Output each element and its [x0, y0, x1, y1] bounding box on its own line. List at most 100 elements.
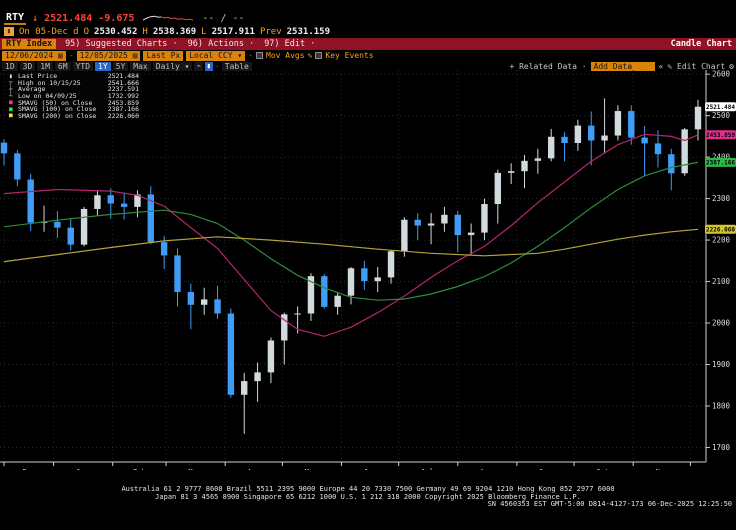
svg-text:Dec: Dec — [22, 468, 35, 470]
session-prefix: On 05-Dec d — [19, 26, 79, 37]
add-data-input[interactable]: Add Data — [590, 61, 655, 71]
svg-text:2200: 2200 — [712, 236, 731, 245]
key-events-label[interactable]: Key Events — [325, 51, 374, 60]
price-change: -9.675 — [98, 13, 135, 24]
related-data-button[interactable]: + Related Data · — [509, 61, 587, 71]
periodbar-separator: · — [214, 61, 220, 71]
high-value: 2538.369 — [152, 26, 197, 37]
period-5y-button[interactable]: 5Y — [112, 61, 129, 71]
legend-label: SMAVG (200) on Close — [18, 111, 97, 120]
open-value: 2530.452 — [94, 26, 138, 37]
svg-text:1800: 1800 — [712, 402, 731, 411]
period-1d-button[interactable]: 1D — [2, 61, 18, 71]
legend-value: 2453.859 — [107, 98, 139, 107]
legend-label: Average — [18, 85, 46, 94]
low-label: L — [201, 26, 207, 37]
legend-label: Low on 04/09/25 — [18, 92, 77, 101]
last-price: 2521.484 — [44, 13, 93, 24]
menu-edit[interactable]: 97) Edit · — [264, 39, 316, 49]
footer-contact-line-1: Australia 61 2 9777 8600 Brazil 5511 239… — [121, 485, 615, 493]
svg-text:May: May — [305, 468, 318, 470]
smavg50-swatch-icon: ■ — [9, 99, 13, 107]
period-1y-button[interactable]: 1Y — [95, 61, 111, 71]
legend-row-average: ┼ Average 2237.591 — [9, 85, 139, 94]
legend-label: SMAVG (100) on Close — [18, 105, 97, 114]
low-marker-icon: ┴ — [9, 92, 13, 100]
chart-area: 2600 2500 2400 2300 2200 2100 2000 1900 1800 1700… — [0, 66, 736, 485]
candle-chart-icon[interactable]: ▮ — [204, 61, 213, 71]
chart-settings-gear-icon[interactable]: ⚙ — [729, 61, 734, 71]
security-field[interactable]: RTY Index — [2, 39, 57, 49]
chart-legend[interactable]: ▮ Last Price 2521.484 ┬ High on 10/15/25 254… — [6, 72, 142, 121]
svg-text:Mar: Mar — [188, 468, 201, 470]
candles — [0, 98, 702, 434]
period-bar: 1D 3D 1M 6M YTD 1Y 5Y Max Daily ▾ ⌁ ▮ · … — [0, 61, 736, 71]
period-6m-button[interactable]: 6M — [54, 61, 71, 71]
mov-avgs-edit-icon[interactable]: ✎ — [307, 51, 313, 60]
legend-value: 2237.591 — [107, 85, 139, 94]
footer-contact-line-2: Japan 81 3 4565 8900 Singapore 65 6212 1… — [155, 492, 581, 501]
legend-row-low: ┴ Low on 04/09/25 1732.992 — [9, 92, 139, 101]
security-header: RTY ↓ 2521.484 -9.675 -- / -- — [4, 12, 245, 25]
line-chart-icon[interactable]: ⌁ — [194, 61, 203, 71]
direction-arrow-icon: ↓ — [32, 13, 39, 24]
mov-avgs-label[interactable]: Mov Avgs — [266, 51, 305, 60]
legend-row-smavg100: ■ SMAVG (100) on Close 2387.166 — [9, 105, 139, 114]
alert-icon[interactable]: ▮ — [4, 27, 14, 36]
chart-tools-right: + Related Data · Add Data « ✎ Edit Chart… — [509, 61, 734, 71]
legend-row-smavg50: ■ SMAVG (50) on Close 2453.859 — [9, 98, 139, 107]
svg-text:1900: 1900 — [712, 360, 731, 369]
legend-label: SMAVG (50) on Close — [18, 98, 93, 107]
menu-actions[interactable]: 96) Actions · — [187, 39, 255, 49]
ticker-symbol[interactable]: RTY — [4, 12, 27, 25]
svg-text:1700: 1700 — [712, 443, 731, 452]
x-axis: DecJanFebMarAprMayJunJulAugSepOctNov2024… — [0, 461, 706, 485]
date-to-input[interactable]: 12/05/2025 ▦ — [76, 50, 141, 61]
period-ytd-button[interactable]: YTD — [72, 61, 94, 71]
frequency-dropdown[interactable]: Daily ▾ — [152, 61, 193, 71]
bid-ask-placeholder: -- / -- — [202, 13, 245, 24]
prev-value: 2531.159 — [286, 26, 330, 37]
collapse-icon[interactable]: « — [658, 61, 664, 71]
svg-text:2600: 2600 — [712, 70, 731, 79]
calendar-icon[interactable]: ▦ — [132, 50, 138, 60]
high-label: H — [142, 26, 148, 37]
high-marker-icon: ┬ — [9, 79, 13, 87]
smavg100-swatch-icon: ■ — [9, 105, 13, 113]
mov-avgs-checkbox[interactable] — [256, 52, 264, 59]
sma-line-2 — [3, 228, 699, 263]
currency-select[interactable]: Local CCY ▾ — [186, 50, 246, 61]
prev-label: Prev — [259, 26, 282, 37]
edit-chart-button[interactable]: ✎ Edit Chart — [667, 61, 726, 71]
svg-text:Jan: Jan — [76, 468, 89, 470]
svg-text:2400: 2400 — [712, 153, 731, 162]
svg-text:2226.060: 2226.060 — [706, 227, 735, 234]
svg-text:Nov: Nov — [655, 468, 668, 470]
legend-value: 2387.166 — [107, 105, 139, 114]
key-events-checkbox[interactable] — [315, 52, 323, 59]
table-button[interactable]: Table — [221, 61, 252, 71]
period-1m-button[interactable]: 1M — [37, 61, 53, 71]
menu-suggested-charts[interactable]: 95) Suggested Charts · — [65, 39, 178, 49]
date-from-input[interactable]: 12/06/2024 ▦ — [2, 50, 66, 61]
svg-text:2300: 2300 — [712, 194, 731, 203]
legend-row-high: ┬ High on 10/15/25 2541.666 — [9, 79, 139, 87]
calendar-icon[interactable]: ▦ — [58, 50, 63, 60]
last-price-marker-icon: ▮ — [9, 72, 13, 80]
price-field-select[interactable]: Last Px — [143, 50, 184, 61]
price-badges: 2521.484 2453.859 2387.166 2226.060 — [705, 102, 736, 234]
session-stats-row: ▮ On 05-Dec d O 2530.452 H 2538.369 L 25… — [4, 26, 330, 37]
svg-text:2387.166: 2387.166 — [706, 160, 735, 167]
period-3d-button[interactable]: 3D — [19, 61, 36, 71]
svg-text:Aug: Aug — [480, 468, 493, 470]
legend-value: 1732.992 — [107, 92, 139, 101]
svg-text:Apr: Apr — [247, 468, 260, 470]
sma-line-1 — [3, 161, 699, 301]
menu-bar: RTY Index 95) Suggested Charts · 96) Act… — [0, 38, 736, 50]
price-chart-canvas[interactable]: 2600 2500 2400 2300 2200 2100 2000 1900 1800 1700… — [0, 66, 736, 485]
svg-text:2453.859: 2453.859 — [706, 132, 735, 139]
grid-lines — [0, 70, 706, 462]
period-max-button[interactable]: Max — [130, 61, 151, 71]
svg-text:2000: 2000 — [712, 319, 731, 328]
svg-text:2521.484: 2521.484 — [706, 104, 735, 111]
